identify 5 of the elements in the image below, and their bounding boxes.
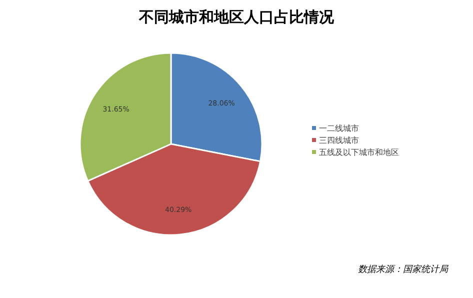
legend-label: 一二线城市	[319, 124, 359, 133]
chart-title: 不同城市和地区人口占比情况	[138, 8, 335, 26]
source-note: 数据来源：国家统计局	[358, 264, 449, 275]
legend-label: 五线及以下城市和地区	[319, 148, 399, 157]
legend-label: 三四线城市	[319, 136, 359, 145]
